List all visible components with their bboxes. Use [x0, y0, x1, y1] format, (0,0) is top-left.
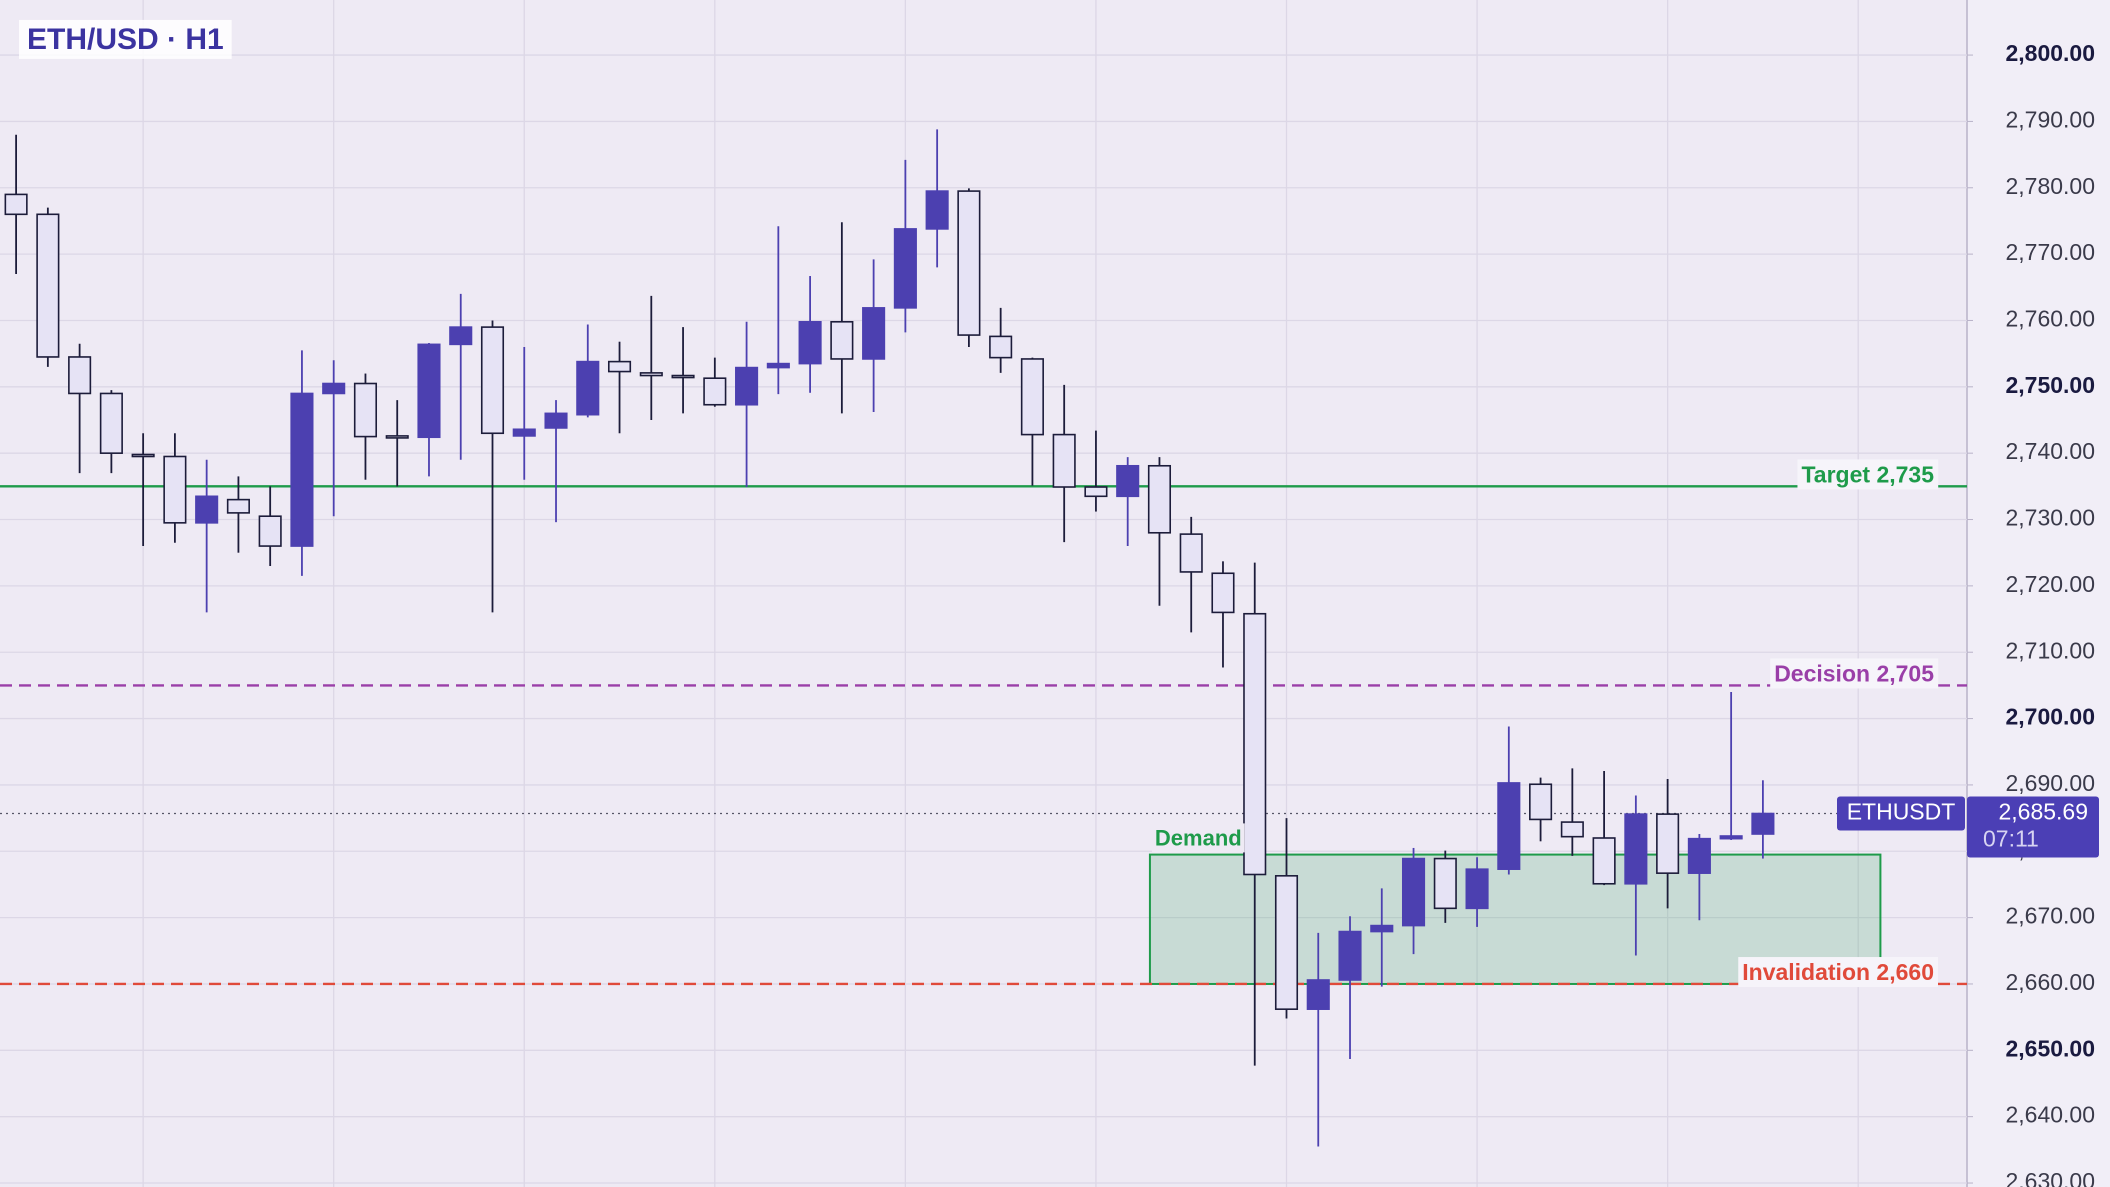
candle-body: [1529, 783, 1553, 821]
y-tick-label: 2,700.00: [2005, 704, 2095, 730]
candle-body: [226, 498, 250, 514]
candle-body: [1084, 486, 1108, 498]
level-label: Decision 2,705: [1774, 660, 1934, 686]
candle-body: [1624, 813, 1648, 885]
candle-body: [1751, 812, 1775, 835]
candle-body: [1560, 821, 1584, 838]
candle-body: [1274, 875, 1299, 1010]
price-tag: 2,685.69: [1998, 799, 2088, 825]
candle-body: [1116, 464, 1140, 498]
candle-body: [353, 382, 378, 438]
candle-body: [1592, 837, 1616, 885]
candle-body: [1179, 533, 1203, 573]
symbol-tag: ETHUSDT: [1847, 799, 1956, 825]
candle-body: [131, 453, 155, 458]
candle-body: [830, 320, 854, 360]
y-tick-label: 2,730.00: [2005, 505, 2095, 531]
candle-body: [607, 360, 632, 373]
candle-body: [1719, 835, 1743, 840]
countdown: 07:11: [1983, 826, 2039, 852]
label-layer: Demand Target 2,735 Decision 2,705 Invalida…: [1151, 459, 2099, 988]
candle-body: [1687, 837, 1711, 874]
candle-body: [1465, 868, 1489, 910]
candle-body: [1497, 782, 1521, 870]
candle-body: [798, 320, 822, 365]
candle-body: [258, 515, 282, 547]
candle-body: [1052, 433, 1076, 488]
y-tick-label: 2,640.00: [2005, 1102, 2095, 1128]
y-tick-label: 2,660.00: [2005, 969, 2095, 995]
label-background: [1738, 957, 1938, 988]
y-tick-label: 2,690.00: [2005, 770, 2095, 796]
y-tick-label: 2,630.00: [2005, 1168, 2095, 1187]
candle-body: [163, 455, 187, 524]
candle-body: [1433, 857, 1457, 910]
candle-body: [639, 372, 663, 377]
candle-body: [1147, 464, 1172, 534]
candle-body: [957, 190, 981, 336]
candle-body: [766, 362, 790, 369]
candle-body: [1370, 924, 1394, 933]
candle-body: [862, 307, 886, 360]
candle-body: [1656, 813, 1680, 874]
candle-body: [385, 435, 409, 439]
candle-body: [449, 326, 473, 346]
candle-body: [512, 428, 536, 437]
y-tick-label: 2,710.00: [2005, 637, 2095, 663]
candle-body: [544, 412, 568, 429]
level-label: Invalidation 2,660: [1742, 959, 1934, 985]
candle-body: [1211, 572, 1235, 614]
candle-body: [893, 228, 917, 309]
y-tick-label: 2,790.00: [2005, 106, 2095, 132]
symbol-tag-background: [1837, 796, 1965, 831]
candle-body: [703, 377, 727, 406]
candle-body: [1401, 857, 1426, 927]
candle-body: [1243, 612, 1267, 876]
price-tag-background: [1967, 796, 2099, 858]
candle-body: [4, 193, 28, 216]
label-background: [1797, 459, 1939, 490]
y-tick-label: 2,780.00: [2005, 173, 2095, 199]
candle-body: [322, 382, 346, 395]
price-axis-panel: [1967, 0, 2110, 1187]
candle-body: [1338, 930, 1362, 981]
y-tick-label: 2,720.00: [2005, 571, 2095, 597]
title-background: [19, 19, 232, 59]
label-background: [1151, 823, 1245, 853]
chart-title: ETH/USD · H1: [27, 23, 224, 56]
candle-body: [576, 360, 600, 416]
y-tick-label: 2,740.00: [2005, 438, 2095, 464]
candle-body: [925, 190, 949, 230]
y-tick-label: 2,750.00: [2005, 372, 2095, 398]
candle-body: [989, 335, 1013, 359]
candle-body: [735, 366, 759, 406]
candle-body: [290, 392, 314, 547]
candle-body: [1306, 979, 1330, 1010]
candle-body: [195, 495, 219, 524]
y-tick-label: 2,770.00: [2005, 239, 2095, 265]
level-label: Target 2,735: [1801, 461, 1934, 487]
y-tick-label: 2,650.00: [2005, 1035, 2095, 1061]
y-tick-label: 2,670.00: [2005, 903, 2095, 929]
candle-body: [99, 392, 123, 454]
candle-body: [671, 374, 695, 379]
label-background: [1770, 658, 1939, 689]
candle-body: [417, 343, 441, 439]
candle-body: [36, 213, 60, 358]
candle-body: [68, 356, 92, 395]
candle-body: [1020, 358, 1044, 436]
zone-label: Demand: [1155, 825, 1242, 850]
candle-layer: [4, 129, 1775, 1147]
candle-body: [480, 326, 505, 435]
y-tick-label: 2,760.00: [2005, 306, 2095, 332]
y-tick-label: 2,800.00: [2005, 40, 2095, 66]
